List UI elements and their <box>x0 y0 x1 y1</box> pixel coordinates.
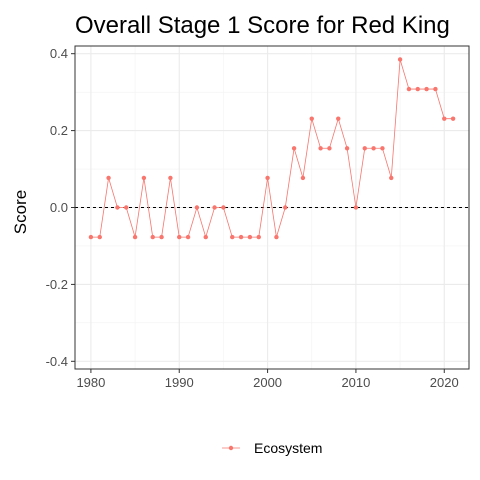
data-point <box>336 116 341 121</box>
x-axis: 1980 1990 2000 2010 2020 <box>76 369 459 390</box>
y-tick-label: -0.2 <box>46 277 68 292</box>
data-point <box>265 175 270 181</box>
data-point <box>318 146 323 151</box>
data-point <box>203 234 208 240</box>
data-point <box>309 116 314 121</box>
data-point <box>344 146 350 151</box>
legend-label-ecosystem: Ecosystem <box>254 440 322 456</box>
data-point <box>300 175 306 181</box>
data-point <box>406 86 412 92</box>
data-point <box>397 57 403 62</box>
data-point <box>230 234 235 240</box>
series-group <box>88 57 456 240</box>
data-point <box>106 175 111 181</box>
data-point <box>450 116 456 121</box>
x-tick-label: 2000 <box>253 375 282 390</box>
x-tick-label: 1990 <box>165 375 194 390</box>
data-point <box>168 175 173 181</box>
data-point <box>380 146 385 151</box>
data-point <box>371 146 376 151</box>
x-tick-label: 2010 <box>341 375 370 390</box>
x-tick-label: 1980 <box>76 375 105 390</box>
data-point <box>247 234 253 240</box>
data-point <box>238 234 244 240</box>
data-point <box>194 205 200 210</box>
y-tick-label: 0.0 <box>50 200 68 215</box>
data-point <box>291 146 297 151</box>
data-point <box>97 234 102 240</box>
y-axis-title: Score <box>11 190 30 234</box>
y-tick-label: 0.2 <box>50 123 68 138</box>
y-tick-label: -0.4 <box>46 354 68 369</box>
legend: Ecosystem <box>222 440 322 456</box>
data-point <box>88 234 94 240</box>
data-point <box>221 205 226 210</box>
data-point <box>424 86 429 92</box>
legend-key-point <box>228 445 234 451</box>
y-tick-label: 0.4 <box>50 46 68 61</box>
x-tick-label: 2020 <box>430 375 459 390</box>
data-point <box>115 205 120 210</box>
data-point <box>353 205 359 210</box>
grid <box>75 46 469 369</box>
data-point <box>132 234 138 240</box>
data-point <box>274 234 279 240</box>
series-line-ecosystem <box>90 59 454 239</box>
data-point <box>212 205 217 210</box>
chart-title: Overall Stage 1 Score for Red King <box>75 12 450 39</box>
data-point <box>283 205 288 210</box>
data-point <box>389 175 394 181</box>
data-point <box>159 234 164 240</box>
data-point <box>141 175 147 181</box>
data-point <box>433 86 438 92</box>
data-point <box>124 205 129 210</box>
y-axis: 0.4 0.2 0.0 -0.2 -0.4 <box>46 46 75 369</box>
data-point <box>256 234 261 240</box>
data-point <box>327 146 332 151</box>
data-point <box>150 234 155 240</box>
data-point <box>185 234 191 240</box>
data-point <box>442 116 447 121</box>
data-point <box>362 146 367 151</box>
data-point <box>415 86 420 92</box>
data-point <box>177 234 182 240</box>
